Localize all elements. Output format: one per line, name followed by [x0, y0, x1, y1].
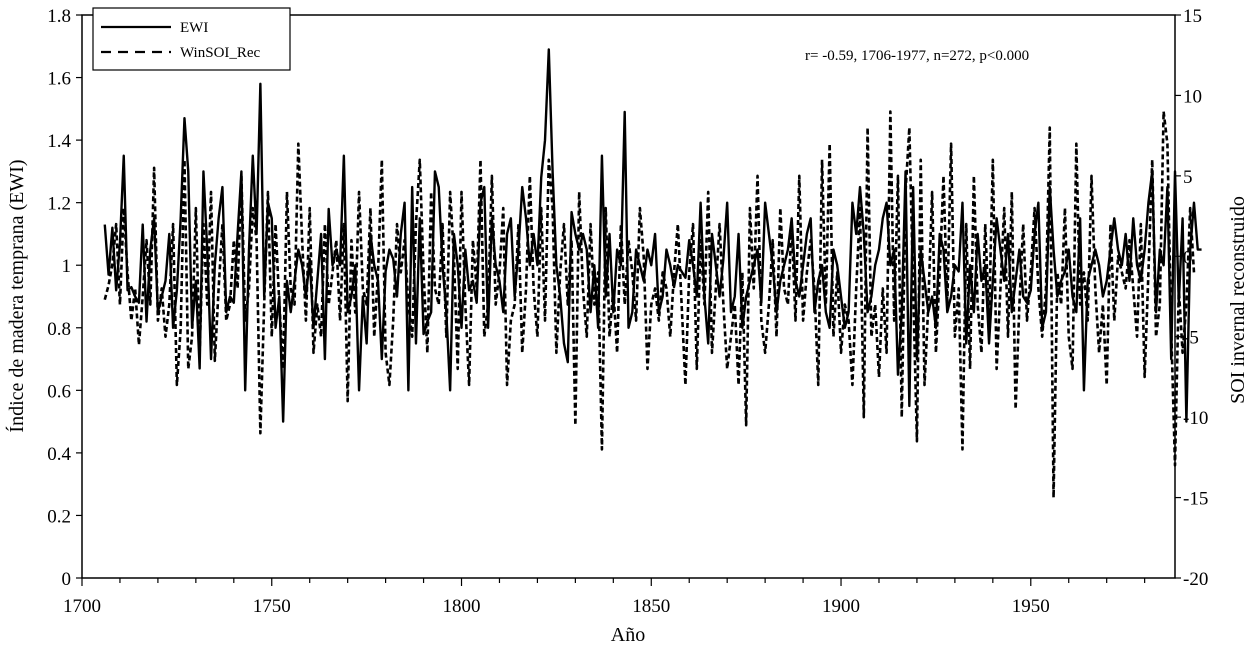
x-axis-title: Año — [611, 624, 645, 646]
y-left-tick-label: 1.6 — [47, 69, 71, 90]
correlation-annotation: r= -0.59, 1706-1977, n=272, p<0.000 — [805, 48, 1029, 64]
y-right-tick-label: -15 — [1183, 489, 1208, 510]
y-right-tick-label: -5 — [1183, 328, 1199, 349]
y-left-tick-label: 0.2 — [47, 506, 71, 527]
series-line-ewi — [103, 48, 1202, 423]
y-left-tick-label: 0 — [62, 569, 72, 590]
y-left-tick-label: 1.8 — [47, 6, 71, 27]
y-left-tick-label: 1.4 — [47, 131, 71, 152]
legend: EWI WinSOI_Rec — [92, 7, 291, 71]
x-tick-label: 1800 — [443, 596, 481, 617]
x-tick-label: 1750 — [253, 596, 291, 617]
x-tick-label: 1950 — [1012, 596, 1050, 617]
series-layer — [103, 48, 1202, 499]
y-left-tick-label: 0.6 — [47, 381, 71, 402]
series-line-winsoi-rec — [103, 110, 1196, 499]
y-right-tick-label: 0 — [1183, 247, 1193, 268]
y-left-tick-label: 0.8 — [47, 319, 71, 340]
x-tick-label: 1850 — [632, 596, 670, 617]
legend-label-winsoi: WinSOI_Rec — [180, 45, 261, 61]
plot-frame — [81, 14, 1176, 579]
y-left-tick-label: 0.4 — [47, 444, 71, 465]
y-right-tick-label: 5 — [1183, 167, 1193, 188]
x-tick-label: 1900 — [822, 596, 860, 617]
y-right-tick-label: 10 — [1183, 86, 1202, 107]
axes-layer: 1700 1750 1800 1850 1900 1950 0 0.2 0.4 0.6 0.8 1 1.… — [47, 6, 1208, 617]
legend-label-ewi: EWI — [180, 20, 208, 36]
y-right-tick-label: -10 — [1183, 408, 1208, 429]
y-left-tick-label: 1.2 — [47, 194, 71, 215]
y-right-tick-label: 15 — [1183, 6, 1202, 27]
y-left-tick-label: 1 — [62, 256, 72, 277]
x-tick-label: 1700 — [63, 596, 101, 617]
y-axis-title-left: Índice de madera temprana (EWI) — [5, 159, 28, 432]
y-right-tick-label: -20 — [1183, 569, 1208, 590]
y-axis-title-right: SOI invernal reconstruido — [1227, 196, 1249, 404]
legend-box — [92, 7, 291, 71]
